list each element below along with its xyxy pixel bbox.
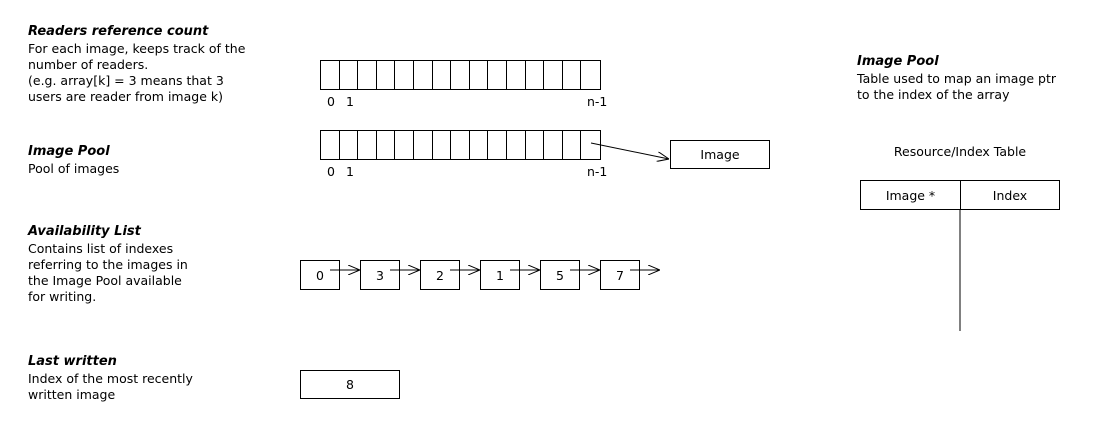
availability-title: Availability List [28,224,141,239]
pool-index-0: 0 [327,164,335,179]
readers-index-end: n-1 [587,94,608,109]
availability-desc-4: for writing. [28,289,97,304]
list-node: 5 [540,260,580,290]
array-cell [507,61,526,89]
readers-desc-3: (e.g. array[k] = 3 means that 3 [28,73,224,88]
table-header-image: Image * [860,180,961,210]
array-cell [377,131,396,159]
table-section-desc-2: to the index of the array [857,87,1010,102]
list-node: 3 [360,260,400,290]
table-title: Resource/Index Table [893,144,1027,159]
array-cell [321,61,340,89]
last-written-desc-2: written image [28,387,116,402]
readers-desc-4: users are reader from image k) [28,89,223,104]
array-cell [451,131,470,159]
pool-index-1: 1 [346,164,354,179]
array-cell [526,131,545,159]
array-cell [544,61,563,89]
array-cell [433,131,452,159]
image-box: Image [670,140,770,169]
availability-desc-2: referring to the images in [28,257,188,272]
array-cell [377,61,396,89]
array-cell [414,61,433,89]
array-cell [395,61,414,89]
list-node: 0 [300,260,340,290]
array-cell [470,61,489,89]
table-header-index: Index [960,180,1060,210]
readers-array [320,60,601,90]
readers-desc-1: For each image, keeps track of the [28,41,246,56]
array-cell [563,61,582,89]
last-written-title: Last written [28,354,117,369]
readers-index-1: 1 [346,94,354,109]
availability-desc-3: the Image Pool available [28,273,182,288]
image-pool-desc: Pool of images [28,161,120,176]
list-node: 1 [480,260,520,290]
table-section-desc-1: Table used to map an image ptr [857,71,1057,86]
array-cell [340,61,359,89]
pool-index-end: n-1 [587,164,608,179]
readers-index-0: 0 [327,94,335,109]
array-cell [414,131,433,159]
array-cell [321,131,340,159]
last-written-value: 8 [300,370,400,399]
readers-title: Readers reference count [28,24,209,39]
image-pool-title: Image Pool [28,144,110,159]
array-cell [488,61,507,89]
array-cell [526,61,545,89]
pool-to-image-arrow [590,142,669,159]
image-pool-array [320,130,601,160]
array-cell [433,61,452,89]
list-node: 2 [420,260,460,290]
array-cell [358,131,377,159]
array-cell [507,131,526,159]
array-cell [451,61,470,89]
array-cell [395,131,414,159]
array-cell [470,131,489,159]
table-section-title: Image Pool [857,54,939,69]
array-cell [340,131,359,159]
array-cell [358,61,377,89]
list-node: 7 [600,260,640,290]
readers-desc-2: number of readers. [28,57,149,72]
array-cell [563,131,582,159]
last-written-desc-1: Index of the most recently [28,371,193,386]
array-cell [488,131,507,159]
availability-desc-1: Contains list of indexes [28,241,174,256]
array-cell [544,131,563,159]
